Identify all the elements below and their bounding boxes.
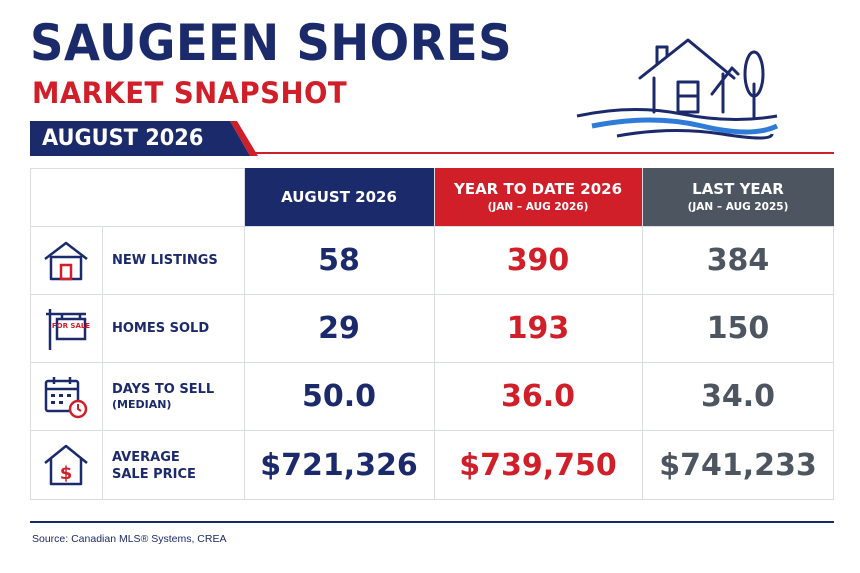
row-label-text: DAYS TO SELL xyxy=(112,382,215,397)
column-header-last-year: LAST YEAR (JAN – AUG 2025) xyxy=(642,168,834,226)
column-header-august: AUGUST 2026 xyxy=(244,168,434,226)
table-row-days-to-sell: DAYS TO SELL (MEDIAN) 50.0 36.0 34.0 xyxy=(30,362,834,430)
house-icon xyxy=(44,241,88,281)
row-label: AVERAGE SALE PRICE xyxy=(112,431,196,500)
column-title: AUGUST 2026 xyxy=(281,188,397,206)
column-divider xyxy=(244,168,245,500)
column-range: (JAN – AUG 2025) xyxy=(687,201,789,213)
page-title: SAUGEEN SHORES xyxy=(30,14,513,72)
table-row-homes-sold: FOR SALE HOMES SOLD 29 193 150 xyxy=(30,294,834,362)
page-subtitle: MARKET SNAPSHOT xyxy=(32,76,348,110)
svg-text:$: $ xyxy=(60,463,73,484)
row-label-text: AVERAGE xyxy=(112,449,180,465)
column-title: LAST YEAR xyxy=(692,180,784,198)
row-label: NEW LISTINGS xyxy=(112,227,218,294)
header-divider xyxy=(250,152,834,154)
house-dollar-icon: $ xyxy=(44,444,88,486)
row-sublabel-text: (MEDIAN) xyxy=(112,398,172,411)
for-sale-sign-icon: FOR SALE xyxy=(46,309,90,350)
value-last-year: 34.0 xyxy=(700,379,776,414)
footer-divider xyxy=(30,521,834,523)
row-label-text: NEW LISTINGS xyxy=(112,253,218,268)
market-stats-table: AUGUST 2026 YEAR TO DATE 2026 (JAN – AUG… xyxy=(30,168,834,500)
row-sublabel-text: SALE PRICE xyxy=(112,466,196,482)
column-divider xyxy=(642,168,643,500)
value-ytd: 36.0 xyxy=(500,379,576,414)
value-august: $721,326 xyxy=(260,448,418,483)
value-ytd: $739,750 xyxy=(459,448,617,483)
house-waves-logo-icon xyxy=(576,38,779,140)
value-ytd: 390 xyxy=(506,243,570,278)
column-divider xyxy=(434,168,435,500)
value-last-year: $741,233 xyxy=(659,448,817,483)
column-title: YEAR TO DATE 2026 xyxy=(453,180,623,198)
period-ribbon xyxy=(30,121,250,156)
period-label: AUGUST 2026 xyxy=(42,126,204,151)
source-note: Source: Canadian MLS® Systems, CREA xyxy=(32,533,227,545)
column-range: (JAN – AUG 2026) xyxy=(487,201,589,213)
table-row-average-sale-price: $ AVERAGE SALE PRICE $721,326 $739,750 $… xyxy=(30,430,834,500)
column-header-ytd: YEAR TO DATE 2026 (JAN – AUG 2026) xyxy=(434,168,642,226)
table-row-new-listings: NEW LISTINGS 58 390 384 xyxy=(30,226,834,294)
sign-text: FOR SALE xyxy=(52,322,90,330)
calendar-clock-icon xyxy=(44,377,88,419)
column-divider xyxy=(102,226,103,500)
row-label: DAYS TO SELL (MEDIAN) xyxy=(112,363,214,430)
value-last-year: 150 xyxy=(706,311,770,346)
value-ytd: 193 xyxy=(506,311,570,346)
value-august: 50.0 xyxy=(301,379,377,414)
value-last-year: 384 xyxy=(706,243,770,278)
row-label-text: HOMES SOLD xyxy=(112,321,210,336)
row-label: HOMES SOLD xyxy=(112,295,209,362)
value-august: 29 xyxy=(318,311,360,346)
value-august: 58 xyxy=(318,243,360,278)
